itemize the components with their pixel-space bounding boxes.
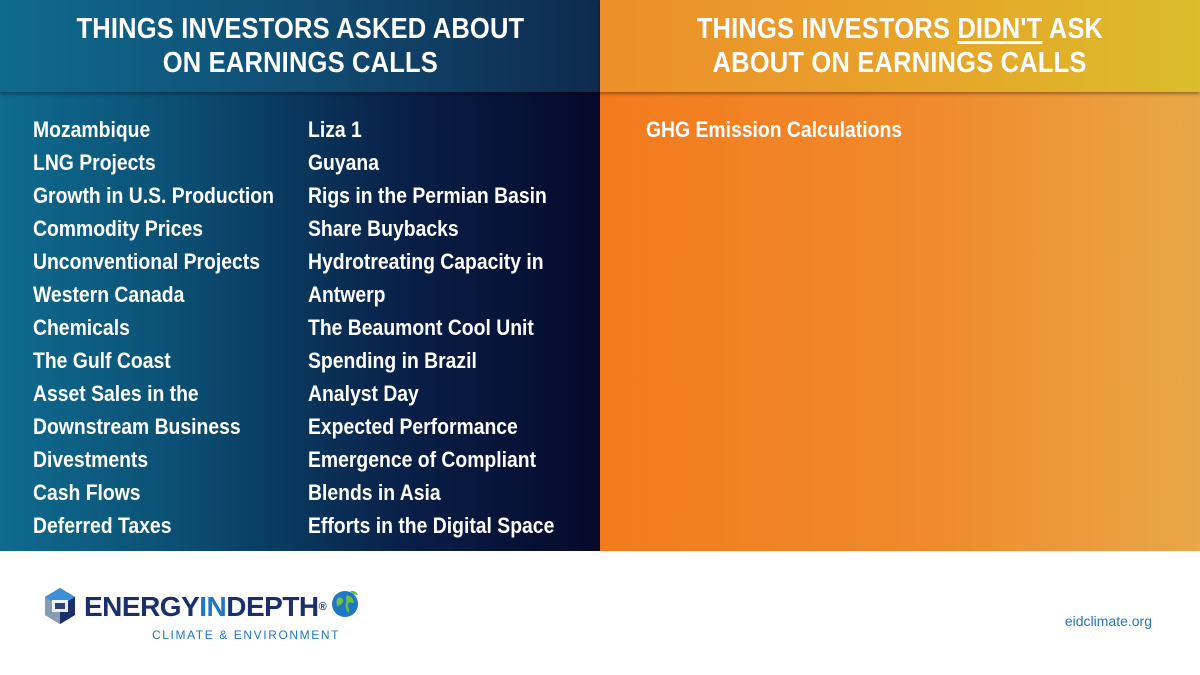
list-item: Guyana [308, 150, 380, 175]
list-item: Emergence of Compliant [308, 447, 537, 472]
footer: ENERGYINDEPTH® CLIMATE & ENVIRONMENT eid… [0, 551, 1200, 675]
list-item: Cash Flows [33, 480, 141, 505]
right-title-pre: THINGS INVESTORS [696, 13, 958, 45]
logo-subtitle: CLIMATE & ENVIRONMENT [152, 628, 341, 642]
logo-word-energy: ENERGY [84, 591, 200, 622]
energy-in-depth-logo-icon [45, 588, 75, 624]
website-link[interactable]: eidclimate.org [1064, 613, 1152, 629]
left-title-line-2: ON EARNINGS CALLS [162, 47, 438, 79]
list-item: The Beaumont Cool Unit [308, 315, 534, 340]
list-item: GHG Emission Calculations [646, 117, 903, 142]
logo-registered-mark: ® [318, 601, 327, 613]
list-item: Hydrotreating Capacity in [308, 249, 544, 274]
list-item: Analyst Day [308, 381, 419, 406]
list-item: Blends in Asia [308, 480, 441, 505]
not-asked-topics-column: GHG Emission Calculations [646, 113, 937, 146]
list-item: Spending in Brazil [308, 348, 477, 373]
left-panel [0, 92, 600, 551]
logo-wordmark: ENERGYINDEPTH® [84, 591, 327, 622]
list-item: Efforts in the Digital Space [308, 513, 555, 538]
globe-leaf-icon [332, 590, 358, 617]
left-header: THINGS INVESTORS ASKED ABOUT ON EARNINGS… [0, 0, 600, 92]
left-title-line-1: THINGS INVESTORS ASKED ABOUT [76, 13, 524, 45]
list-item: Divestments [33, 447, 149, 472]
list-item: Deferred Taxes [33, 513, 172, 538]
list-item: Rigs in the Permian Basin [308, 183, 547, 208]
list-item: Growth in U.S. Production [33, 183, 274, 208]
asked-topics-column-2: Liza 1 Guyana Rigs in the Permian Basin … [308, 113, 588, 542]
right-title-emphasis: DIDN'T [957, 13, 1043, 45]
list-item: The Gulf Coast [33, 348, 171, 373]
right-title-line-1: THINGS INVESTORS DIDN'T ASK [697, 12, 1103, 46]
asked-topics-column-1: Mozambique LNG Projects Growth in U.S. P… [33, 113, 307, 542]
list-item: Antwerp [308, 282, 386, 307]
right-title-line-2: ABOUT ON EARNINGS CALLS [712, 47, 1088, 79]
list-item: Mozambique [33, 117, 151, 142]
right-header: THINGS INVESTORS DIDN'T ASK ABOUT ON EAR… [600, 0, 1200, 92]
list-item: Share Buybacks [308, 216, 459, 241]
right-panel [600, 92, 1200, 551]
right-title-post: ASK [1042, 13, 1104, 45]
list-item: Commodity Prices [33, 216, 203, 241]
list-item: Unconventional Projects [33, 249, 260, 274]
list-item: Expected Performance [308, 414, 518, 439]
list-item: Asset Sales in the [33, 381, 199, 406]
list-item: Chemicals [33, 315, 130, 340]
logo-word-depth: DEPTH [226, 591, 319, 622]
list-item: Western Canada [33, 282, 185, 307]
list-item: LNG Projects [33, 150, 156, 175]
list-item: Downstream Business [33, 414, 241, 439]
list-item: Liza 1 [308, 117, 362, 142]
logo-word-in: IN [199, 591, 227, 622]
